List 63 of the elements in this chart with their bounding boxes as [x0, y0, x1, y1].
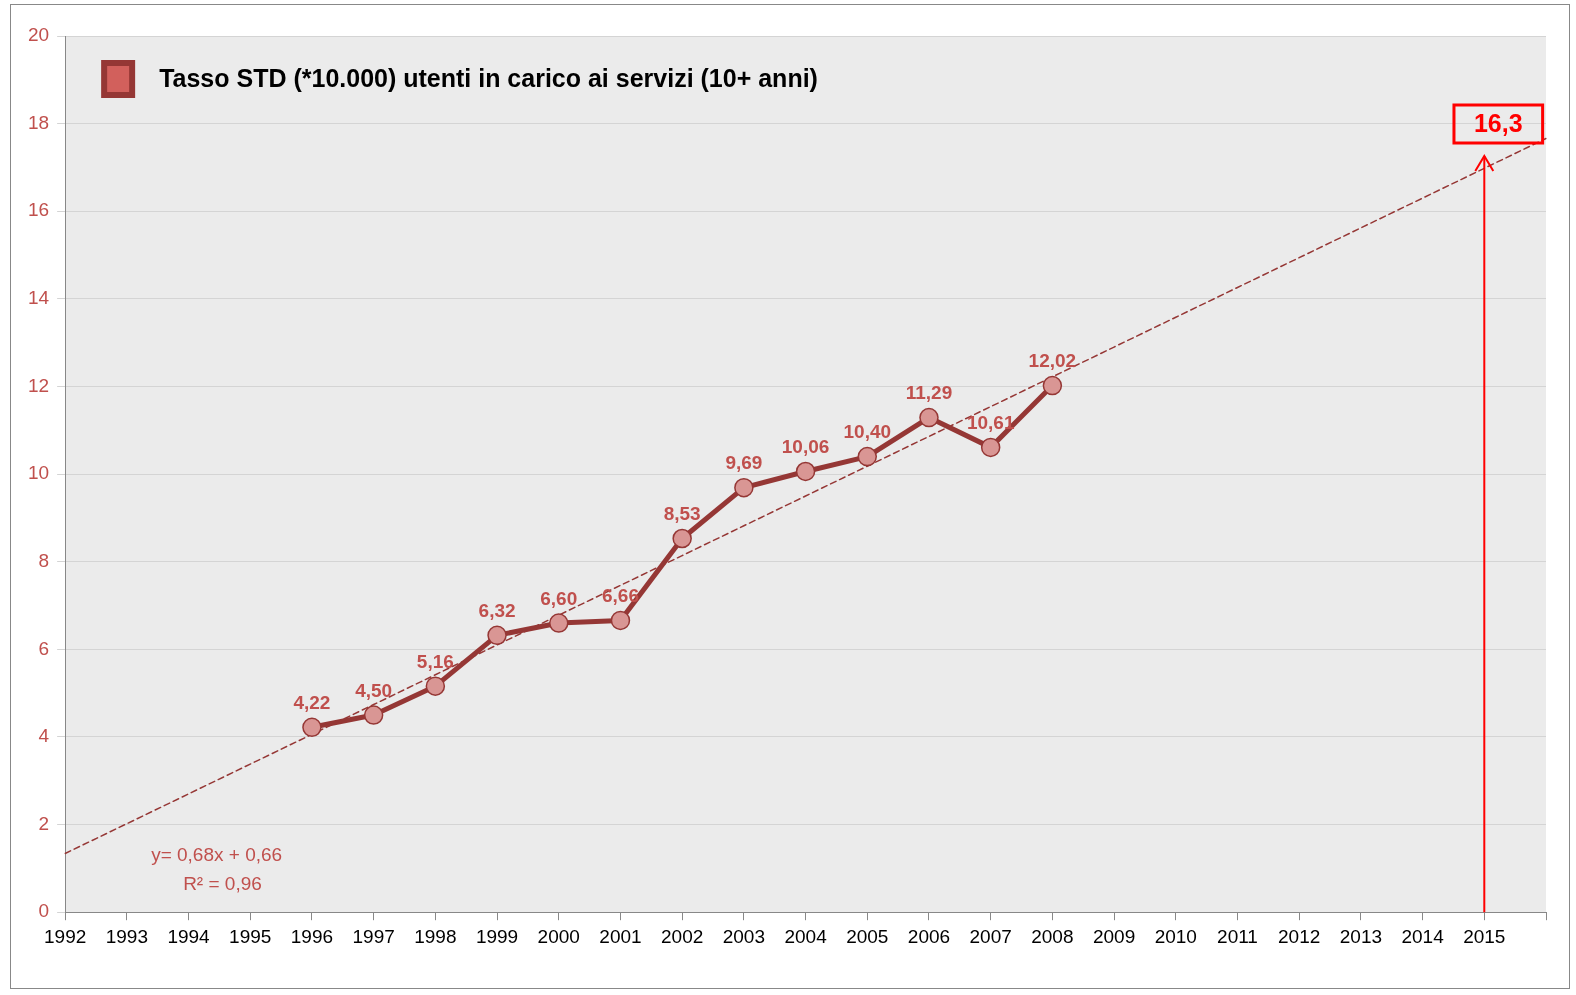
point	[919, 407, 939, 428]
x-tick-label: 1997	[352, 925, 395, 947]
x-tick-label: 2008	[1031, 925, 1074, 947]
point	[734, 477, 754, 498]
data-label: 11,29	[905, 382, 953, 404]
x-tick-label: 2000	[537, 925, 580, 947]
ref-line-label: 16,3	[1473, 108, 1523, 137]
x-tick-label: 2004	[784, 925, 828, 947]
legend-label: Tasso STD (*10.000) utenti in carico ai servizi (10+ anni)	[159, 63, 818, 92]
x-tick-label: 1996	[290, 925, 334, 947]
x-tick-label: 2014	[1401, 925, 1445, 947]
point	[487, 625, 507, 646]
x-tick-label: 2001	[599, 925, 642, 947]
data-label: 10,40	[843, 421, 892, 443]
data-label: 5,16	[416, 650, 454, 672]
data-label: 12,02	[1028, 350, 1077, 372]
y-tick-label: 18	[27, 111, 50, 133]
point	[1042, 375, 1063, 396]
x-tick-label: 1994	[167, 925, 211, 947]
x-tick-label: 2006	[907, 925, 951, 947]
annotation: R² = 0,96	[183, 873, 262, 895]
annotation: y= 0,68x + 0,66	[151, 844, 283, 866]
data-label: 6,32	[478, 600, 516, 622]
point	[795, 461, 816, 482]
x-tick-label: 2010	[1154, 925, 1197, 947]
x-tick-label: 1995	[229, 925, 272, 947]
x-tick-label: 1999	[475, 925, 519, 947]
data-label: 4,50	[355, 679, 393, 701]
x-tick-label: 2002	[661, 925, 704, 947]
x-tick-label: 2013	[1339, 925, 1383, 947]
x-tick-label: 2003	[722, 925, 765, 947]
point	[857, 446, 878, 467]
y-tick-label: 12	[27, 374, 50, 396]
data-label: 9,69	[725, 452, 763, 474]
x-tick-label: 2015	[1463, 925, 1506, 947]
point	[302, 717, 322, 738]
x-tick-label: 1993	[105, 925, 148, 947]
x-tick-label: 2005	[846, 925, 889, 947]
y-tick-label: 14	[27, 287, 50, 309]
point	[425, 676, 446, 696]
point	[672, 528, 692, 549]
x-tick-label: 1992	[43, 925, 87, 947]
y-tick-label: 16	[27, 199, 50, 221]
data-label: 6,60	[540, 587, 578, 609]
point	[549, 613, 569, 633]
x-tick-label: 2012	[1278, 925, 1321, 947]
data-label: 8,53	[663, 503, 701, 525]
point	[363, 705, 384, 725]
y-tick-label: 2	[38, 812, 50, 834]
y-tick-label: 6	[38, 637, 50, 659]
y-tick-label: 4	[38, 725, 50, 747]
y-tick-label: 8	[38, 549, 50, 571]
x-tick-label: 2009	[1092, 925, 1136, 947]
y-tick-label: 20	[27, 24, 50, 46]
point	[610, 610, 631, 631]
x-tick-label: 1998	[414, 925, 457, 947]
y-tick-label: 10	[27, 462, 50, 484]
x-tick-label: 2007	[969, 925, 1012, 947]
y-tick-label: 0	[38, 900, 50, 922]
point	[980, 437, 1001, 458]
x-tick-label: 2011	[1217, 925, 1258, 947]
data-label: 4,22	[293, 692, 331, 714]
data-label: 10,06	[781, 436, 830, 458]
